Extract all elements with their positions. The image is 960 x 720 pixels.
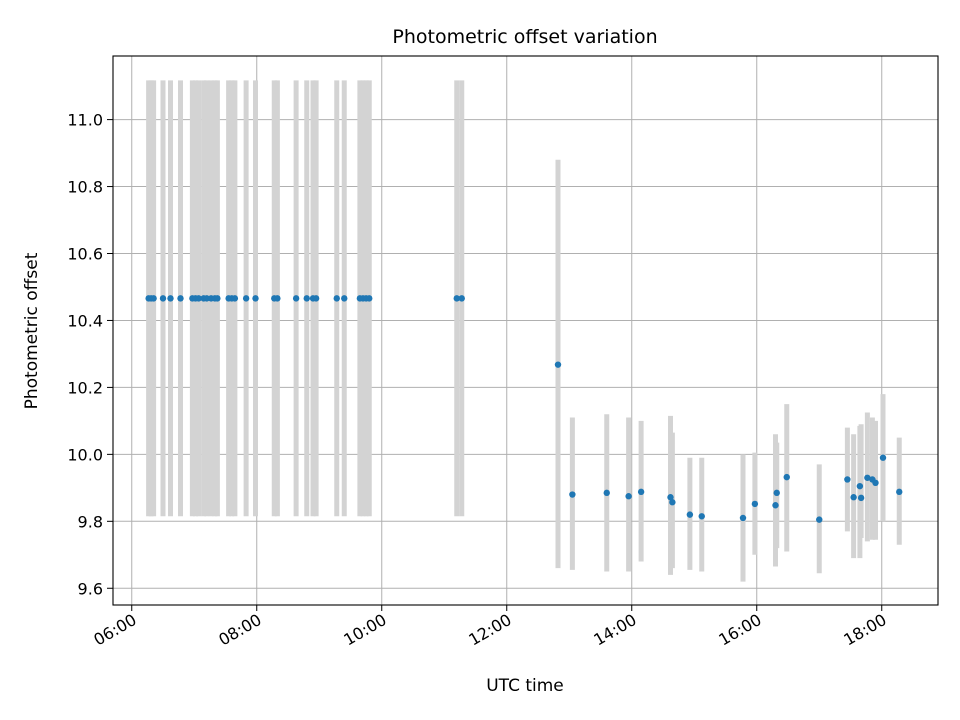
data-point <box>637 488 645 496</box>
data-point <box>214 295 221 302</box>
data-point <box>850 494 857 501</box>
data-point <box>333 295 340 302</box>
x-tick-label: 10:00 <box>340 610 389 650</box>
error-bars <box>146 80 902 582</box>
data-points <box>145 295 903 523</box>
data-point <box>453 295 460 302</box>
grid-lines <box>113 56 938 605</box>
data-point <box>698 513 705 520</box>
data-point <box>195 295 202 302</box>
y-tick-label: 11.0 <box>67 111 103 130</box>
data-point <box>231 295 239 302</box>
y-axis-title: Photometric offset <box>22 252 42 409</box>
data-point <box>773 489 780 497</box>
x-tick-label: 16:00 <box>715 610 764 650</box>
data-point <box>252 295 259 302</box>
data-point <box>458 295 465 302</box>
data-point <box>554 361 562 368</box>
y-tick-label: 10.2 <box>67 378 103 397</box>
chart-title: Photometric offset variation <box>392 26 657 48</box>
data-point <box>150 295 157 302</box>
x-tick-label: 06:00 <box>90 610 139 650</box>
x-tick-label: 18:00 <box>840 610 889 650</box>
data-point <box>816 516 823 523</box>
data-point <box>667 494 674 501</box>
data-point <box>274 295 281 302</box>
data-point <box>783 473 790 481</box>
data-point <box>625 493 632 500</box>
y-tick-label: 10.4 <box>67 311 103 330</box>
data-point <box>292 295 300 302</box>
plot-frame <box>112 55 939 606</box>
data-point <box>569 491 576 498</box>
x-tick-label: 08:00 <box>215 610 264 650</box>
y-tick-label: 10.8 <box>67 178 103 197</box>
data-point <box>844 476 851 483</box>
y-tick-label: 9.6 <box>78 579 103 598</box>
x-axis-ticks: 06:00 08:00 10:00 12:00 14:00 16:00 18:00 <box>90 605 890 650</box>
data-point <box>341 295 348 302</box>
data-point <box>864 474 871 481</box>
data-point <box>203 295 210 302</box>
data-point <box>879 454 887 461</box>
data-point <box>312 295 320 302</box>
y-axis-ticks: 9.6 9.8 10.0 10.2 10.4 10.6 10.8 11.0 <box>67 111 113 598</box>
data-point <box>739 514 747 522</box>
y-tick-label: 9.8 <box>78 512 103 531</box>
x-axis-title: UTC time <box>486 676 564 696</box>
data-point <box>896 488 903 496</box>
data-point <box>242 295 250 302</box>
data-point <box>603 489 610 497</box>
y-tick-label: 10.0 <box>67 445 103 464</box>
data-point <box>669 499 676 506</box>
data-point <box>856 482 864 490</box>
data-point <box>303 295 310 302</box>
data-point <box>751 500 759 508</box>
data-point <box>772 502 779 509</box>
data-point <box>366 295 373 302</box>
x-tick-label: 14:00 <box>590 610 639 650</box>
data-point <box>857 494 865 502</box>
y-tick-label: 10.6 <box>67 245 103 264</box>
data-point <box>872 479 879 487</box>
x-tick-label: 12:00 <box>465 610 514 650</box>
data-point <box>167 295 174 302</box>
data-point <box>177 295 184 302</box>
data-point <box>159 295 167 302</box>
data-point <box>686 511 694 518</box>
